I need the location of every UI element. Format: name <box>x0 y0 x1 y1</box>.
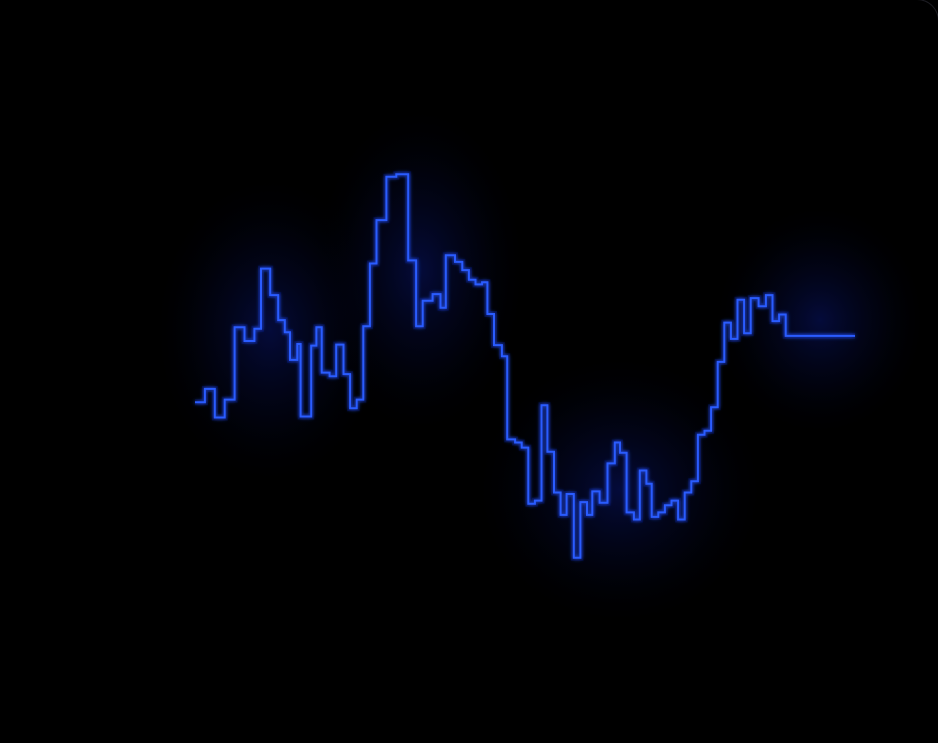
data-point <box>385 176 387 178</box>
data-point <box>599 502 601 504</box>
data-point <box>234 326 236 328</box>
data-point <box>300 416 302 418</box>
data-point <box>321 372 323 374</box>
glow-blob <box>470 350 770 630</box>
data-point <box>481 281 483 283</box>
data-point <box>671 500 673 502</box>
data-point <box>614 442 616 444</box>
data-point <box>772 320 774 322</box>
data-point <box>369 263 371 265</box>
data-point <box>310 345 312 347</box>
data-point <box>586 514 588 516</box>
data-point <box>244 340 246 342</box>
data-point <box>415 325 417 327</box>
data-point <box>541 404 543 406</box>
data-point <box>329 375 331 377</box>
data-point <box>468 279 470 281</box>
data-point <box>573 557 575 559</box>
data-point <box>343 373 345 375</box>
series-line-1 <box>195 173 855 559</box>
data-point <box>514 442 516 444</box>
data-point <box>506 438 508 440</box>
data-point <box>710 406 712 408</box>
data-point <box>684 492 686 494</box>
data-point <box>778 314 780 316</box>
data-point <box>362 325 364 327</box>
data-point <box>723 322 725 324</box>
data-point <box>454 261 456 263</box>
data-point <box>619 452 621 454</box>
data-point <box>704 430 706 432</box>
data-point <box>269 294 271 296</box>
data-point <box>677 519 679 521</box>
data-point <box>639 470 641 472</box>
data-point <box>607 462 609 464</box>
data-point <box>690 480 692 482</box>
data-point <box>395 173 397 175</box>
data-point <box>356 399 358 401</box>
background-glow <box>150 100 930 630</box>
data-point <box>765 294 767 296</box>
data-point <box>194 401 196 403</box>
data-point <box>579 501 581 503</box>
data-point <box>534 500 536 502</box>
data-point <box>501 355 503 357</box>
data-point <box>376 219 378 221</box>
data-point <box>651 516 653 518</box>
data-point <box>633 519 635 521</box>
data-point <box>407 259 409 261</box>
data-point <box>253 328 255 330</box>
data-point <box>214 417 216 419</box>
data-point <box>785 335 787 337</box>
data-point <box>260 268 262 270</box>
data-point <box>750 297 752 299</box>
glow-blob <box>310 100 530 440</box>
data-point <box>461 269 463 271</box>
data-point <box>737 299 739 301</box>
data-point <box>422 300 424 302</box>
data-point <box>553 492 555 494</box>
data-point <box>527 503 529 505</box>
data-point <box>204 388 206 390</box>
data-point <box>349 407 351 409</box>
data-point <box>657 511 659 513</box>
data-point <box>697 434 699 436</box>
data-point <box>591 490 593 492</box>
data-point <box>432 293 434 295</box>
glow-blob <box>710 200 930 440</box>
data-point <box>277 319 279 321</box>
data-point <box>717 361 719 363</box>
data-point <box>546 451 548 453</box>
window-corner <box>897 0 938 41</box>
data-point <box>335 344 337 346</box>
data-point <box>493 344 495 346</box>
data-point <box>743 332 745 334</box>
data-point <box>296 343 298 345</box>
data-point <box>445 254 447 256</box>
data-point <box>224 399 226 401</box>
data-point <box>486 313 488 315</box>
data-point <box>289 359 291 361</box>
data-point <box>626 511 628 513</box>
data-point <box>521 447 523 449</box>
data-point <box>758 305 760 307</box>
data-point <box>284 331 286 333</box>
data-point <box>730 338 732 340</box>
data-point <box>315 326 317 328</box>
data-point <box>475 283 477 285</box>
series-layer <box>194 171 855 561</box>
data-point <box>440 307 442 309</box>
data-point <box>645 483 647 485</box>
data-point <box>664 504 666 506</box>
data-point <box>560 514 562 516</box>
data-point <box>566 493 568 495</box>
